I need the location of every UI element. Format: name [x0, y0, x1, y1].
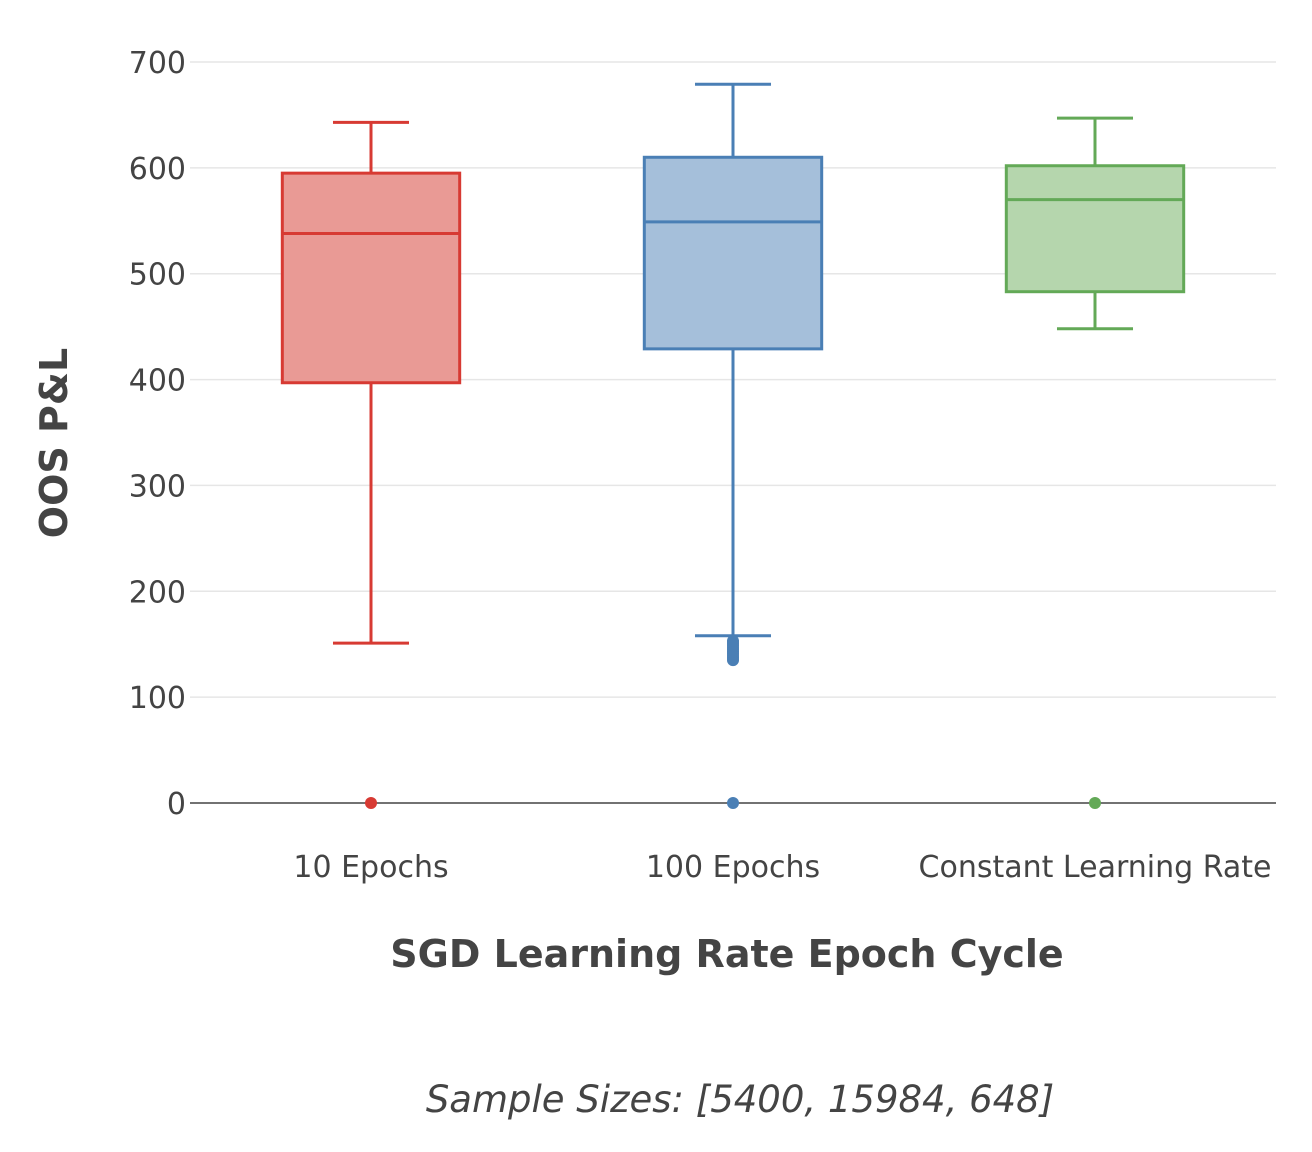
boxes [280, 82, 1186, 809]
y-tick-label: 100 [129, 681, 186, 716]
y-tick-label: 600 [129, 152, 186, 187]
iqr-box [642, 155, 824, 351]
box-group [280, 120, 462, 809]
box-group [1004, 116, 1186, 809]
sample-sizes-footnote: Sample Sizes: [5400, 15984, 648] [425, 1078, 1055, 1121]
y-axis-ticks: 0 100 200 300 400 500 600 700 [129, 46, 186, 822]
x-tick-label: 10 Epochs [293, 850, 448, 885]
outlier-point [727, 635, 739, 648]
y-tick-label: 400 [129, 364, 186, 399]
iqr-box [280, 171, 462, 385]
y-tick-label: 300 [129, 469, 186, 504]
y-tick-label: 200 [129, 575, 186, 610]
outlier-point [727, 797, 739, 809]
y-tick-label: 700 [129, 46, 186, 81]
x-axis-title: SGD Learning Rate Epoch Cycle [390, 932, 1063, 976]
box-group [642, 82, 824, 809]
outlier-point [365, 797, 377, 809]
y-tick-label: 0 [167, 787, 186, 822]
y-axis-title: OOS P&L [32, 348, 76, 538]
x-tick-label: 100 Epochs [646, 850, 820, 885]
x-tick-label: Constant Learning Rate [919, 850, 1272, 885]
iqr-box [1004, 164, 1186, 294]
x-axis-ticks: 10 Epochs 100 Epochs Constant Learning Rat… [293, 850, 1271, 885]
outlier-point [1089, 797, 1101, 809]
y-tick-label: 500 [129, 258, 186, 293]
